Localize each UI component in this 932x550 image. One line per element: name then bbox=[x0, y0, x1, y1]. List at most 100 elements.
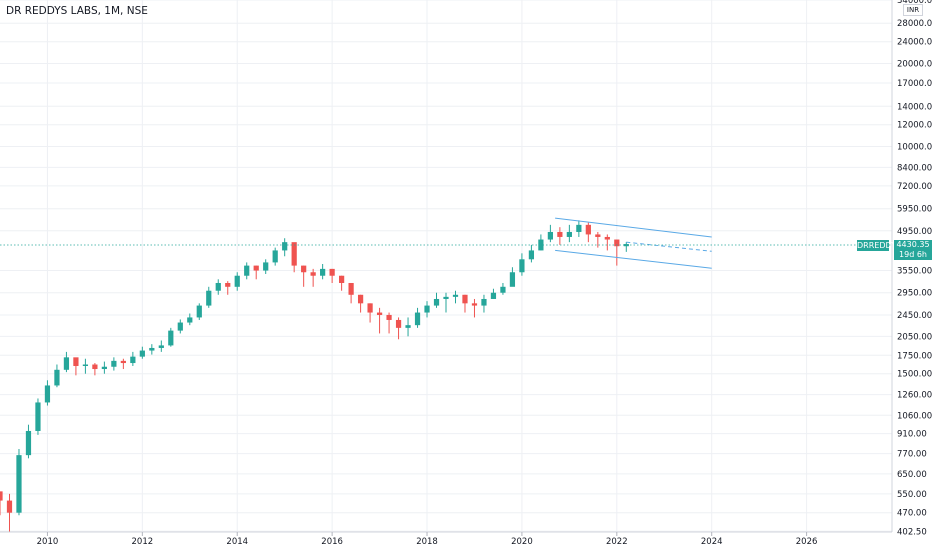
candle bbox=[376, 307, 383, 334]
price-tick-label: 1750.00 bbox=[897, 351, 932, 361]
price-tick-label: 770.00 bbox=[897, 450, 927, 460]
candle-body bbox=[16, 455, 22, 513]
candle-body bbox=[576, 224, 582, 232]
candle-body bbox=[263, 262, 269, 271]
candle-body bbox=[149, 347, 155, 351]
candle-body bbox=[177, 322, 183, 331]
candle bbox=[0, 491, 3, 516]
candle bbox=[149, 344, 155, 355]
candle-body bbox=[0, 491, 3, 501]
price-tick-label: 8400.00 bbox=[897, 163, 932, 173]
candle-body bbox=[500, 286, 506, 293]
candle-body bbox=[339, 275, 345, 283]
last-price-value: 4430.35 bbox=[896, 240, 930, 249]
price-tick-label: 1500.00 bbox=[897, 370, 932, 380]
candle-body bbox=[348, 282, 354, 295]
candle bbox=[35, 398, 41, 435]
candle bbox=[433, 292, 440, 308]
candle-body bbox=[282, 242, 288, 251]
time-tick-label: 2022 bbox=[606, 537, 628, 547]
candle bbox=[92, 363, 98, 376]
price-tick-label: 1260.00 bbox=[897, 391, 932, 401]
candle bbox=[139, 346, 145, 359]
candle bbox=[405, 317, 411, 337]
candle bbox=[538, 234, 544, 251]
candle bbox=[310, 268, 316, 287]
candle-body bbox=[196, 305, 202, 318]
candle bbox=[395, 317, 402, 340]
candle-body bbox=[63, 357, 70, 370]
price-tick-label: 14000.00 bbox=[897, 102, 932, 112]
candle-body bbox=[452, 294, 459, 297]
trend-channel bbox=[555, 217, 712, 269]
chart-title: DR REDDYS LABS, 1M, NSE bbox=[6, 5, 148, 17]
channel-lower-line[interactable] bbox=[555, 249, 712, 269]
candle-body bbox=[320, 268, 326, 276]
time-axis[interactable]: 2010 2012 2014 2016 2018 2020 2022 2024 2026 bbox=[37, 532, 818, 547]
candle bbox=[291, 242, 297, 273]
candle-body bbox=[367, 303, 373, 313]
candle bbox=[82, 358, 89, 374]
candle-body bbox=[376, 312, 383, 315]
candle bbox=[509, 267, 516, 287]
candle bbox=[158, 340, 164, 352]
price-tick-label: 470.00 bbox=[897, 509, 927, 519]
candle bbox=[54, 364, 60, 388]
candle-body bbox=[557, 231, 563, 237]
candle bbox=[177, 319, 183, 334]
candle-body bbox=[158, 345, 164, 348]
candle bbox=[206, 286, 212, 308]
candle-body bbox=[595, 234, 601, 237]
candle bbox=[547, 224, 553, 243]
candle bbox=[519, 253, 525, 276]
candle-body bbox=[405, 325, 411, 328]
candle bbox=[557, 227, 563, 245]
candle-body bbox=[111, 360, 117, 367]
chart-grid bbox=[0, 0, 892, 532]
time-tick-label: 2014 bbox=[226, 537, 248, 547]
candle-body bbox=[310, 272, 316, 276]
price-tick-label: 4950.00 bbox=[897, 227, 932, 237]
candle-body bbox=[357, 294, 364, 304]
candle-body bbox=[272, 250, 278, 263]
bar-countdown: 19d 6h bbox=[899, 250, 927, 259]
price-axis[interactable]: 34000.00 28000.00 24000.00 20000.00 17000.00… bbox=[897, 0, 932, 537]
price-tick-label: 7200.00 bbox=[897, 182, 932, 192]
candle bbox=[320, 263, 326, 280]
candle bbox=[414, 307, 421, 328]
price-tick-label: 34000.00 bbox=[897, 0, 932, 6]
price-tick-label: 2950.00 bbox=[897, 289, 932, 299]
candle-body bbox=[585, 224, 591, 235]
candle-body bbox=[424, 305, 430, 313]
candle-body bbox=[130, 356, 136, 364]
candle-body bbox=[253, 265, 259, 271]
candle bbox=[111, 357, 117, 371]
candle-body bbox=[414, 312, 421, 326]
candle bbox=[101, 361, 107, 374]
time-tick-label: 2016 bbox=[321, 537, 343, 547]
candle-body bbox=[623, 244, 629, 247]
candle-body bbox=[291, 242, 297, 266]
price-tick-label: 1060.00 bbox=[897, 411, 932, 421]
currency-badge[interactable]: INR bbox=[903, 4, 923, 16]
candle bbox=[500, 282, 506, 295]
candle bbox=[443, 292, 449, 313]
candle bbox=[462, 294, 468, 313]
candle bbox=[595, 231, 601, 248]
candle bbox=[623, 242, 629, 252]
channel-mid-line[interactable] bbox=[626, 241, 712, 252]
candle bbox=[225, 281, 231, 295]
candle-body bbox=[92, 364, 98, 370]
candle bbox=[244, 262, 250, 280]
candle bbox=[424, 301, 430, 318]
candle bbox=[357, 294, 364, 313]
candle-body bbox=[509, 272, 516, 287]
candle bbox=[604, 234, 610, 251]
candle bbox=[348, 282, 354, 304]
candle bbox=[120, 358, 126, 370]
candle-body bbox=[386, 314, 392, 320]
candle bbox=[282, 238, 288, 257]
candle-body bbox=[471, 303, 478, 306]
channel-upper-line[interactable] bbox=[555, 217, 712, 238]
